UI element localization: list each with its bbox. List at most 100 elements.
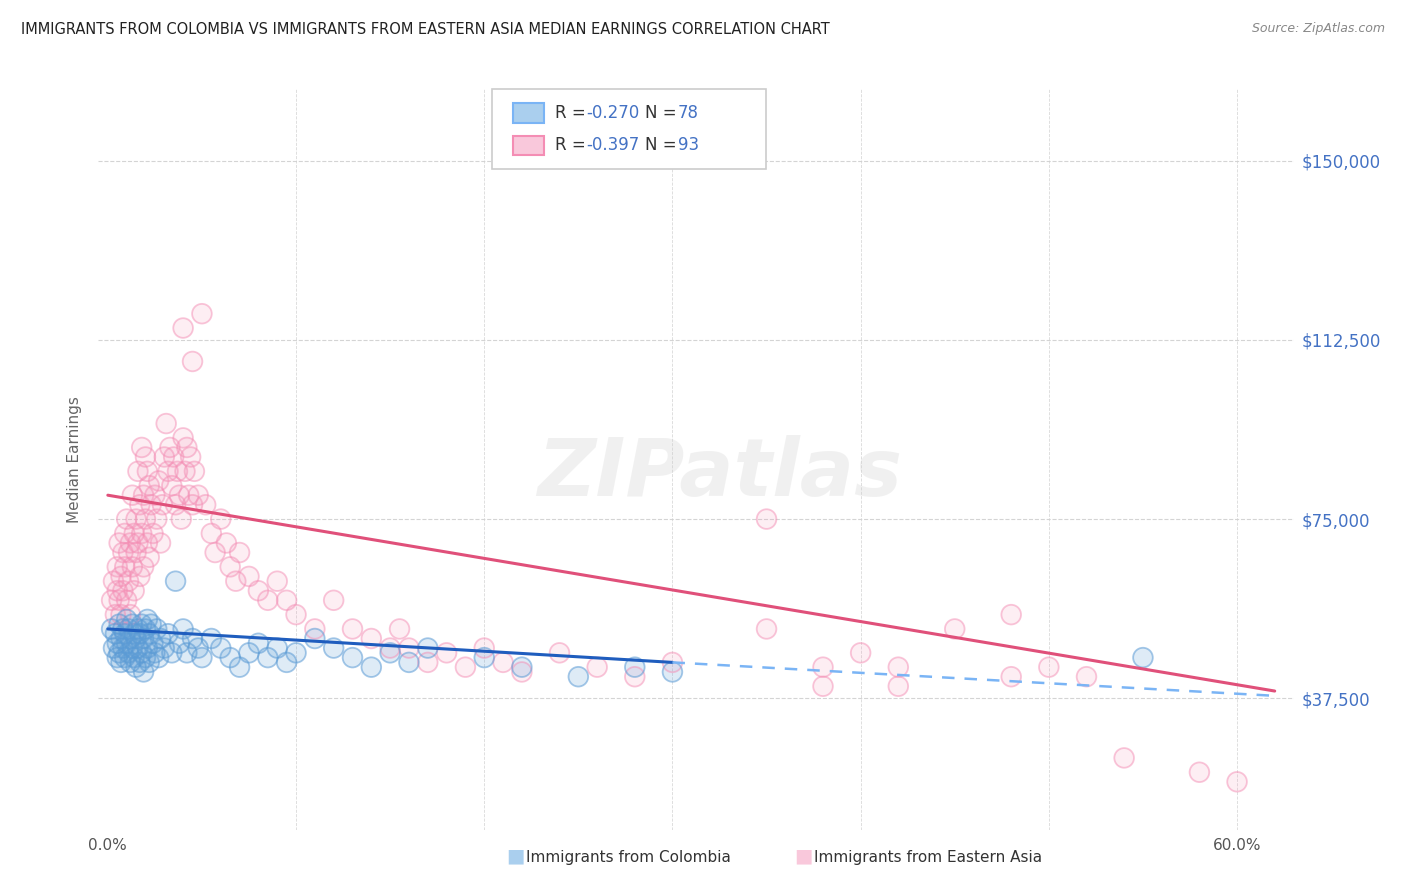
Point [266,641,288,656]
Point [276,656,298,670]
Text: 78: 78 [678,104,699,122]
Point [416,641,439,656]
Point [811,660,834,674]
Point [174,464,197,478]
Point [204,545,226,559]
Point [139,617,162,632]
Point [209,512,232,526]
Point [165,574,187,589]
Point [110,607,132,622]
Point [105,650,128,665]
Point [586,660,609,674]
Point [1114,751,1136,765]
Point [110,569,132,583]
Text: Immigrants from Eastern Asia: Immigrants from Eastern Asia [814,850,1042,865]
Point [138,656,160,670]
Point [120,632,142,646]
Point [398,641,420,656]
Point [125,632,148,646]
Text: -0.270: -0.270 [586,104,640,122]
Point [136,641,159,656]
Point [157,464,180,478]
Point [110,656,132,670]
Point [100,622,122,636]
Point [120,656,142,670]
Point [114,559,136,574]
Point [138,550,160,565]
Point [472,641,495,656]
Point [122,650,145,665]
Point [131,526,153,541]
Point [114,526,136,541]
Point [256,650,278,665]
Point [623,660,645,674]
Point [169,636,191,650]
Point [105,636,128,650]
Point [204,545,226,559]
Point [172,431,194,445]
Point [136,641,159,656]
Point [209,641,232,656]
Point [122,526,145,541]
Point [165,498,187,512]
Point [120,632,142,646]
Point [155,417,177,431]
Point [122,583,145,598]
Point [219,650,242,665]
Point [215,536,238,550]
Point [567,670,589,684]
Point [142,636,165,650]
Point [145,512,167,526]
Point [219,559,242,574]
Point [172,431,194,445]
Point [136,612,159,626]
Point [138,656,160,670]
Point [117,574,139,589]
Point [131,441,153,455]
Point [108,536,131,550]
Point [191,650,214,665]
Point [228,545,250,559]
Point [120,607,142,622]
Point [623,670,645,684]
Point [115,636,138,650]
Point [111,583,134,598]
Point [266,574,288,589]
Point [143,488,166,502]
Point [510,660,533,674]
Point [142,526,165,541]
Point [1188,765,1211,780]
Point [360,660,382,674]
Point [378,646,401,660]
Point [115,593,138,607]
Point [115,612,138,626]
Point [209,641,232,656]
Point [388,622,411,636]
Point [114,650,136,665]
Point [285,607,308,622]
Point [285,646,308,660]
Point [125,660,148,674]
Point [181,354,204,368]
Text: N =: N = [645,104,682,122]
Point [172,622,194,636]
Point [342,622,364,636]
Point [416,656,439,670]
Point [360,632,382,646]
Point [117,622,139,636]
Point [134,512,156,526]
Point [247,636,270,650]
Point [111,545,134,559]
Point [169,636,191,650]
Point [111,545,134,559]
Point [661,665,683,679]
Point [1038,660,1060,674]
Point [943,622,966,636]
Point [111,641,134,656]
Point [134,650,156,665]
Point [1226,774,1249,789]
Point [187,641,209,656]
Point [165,574,187,589]
Point [125,545,148,559]
Point [115,636,138,650]
